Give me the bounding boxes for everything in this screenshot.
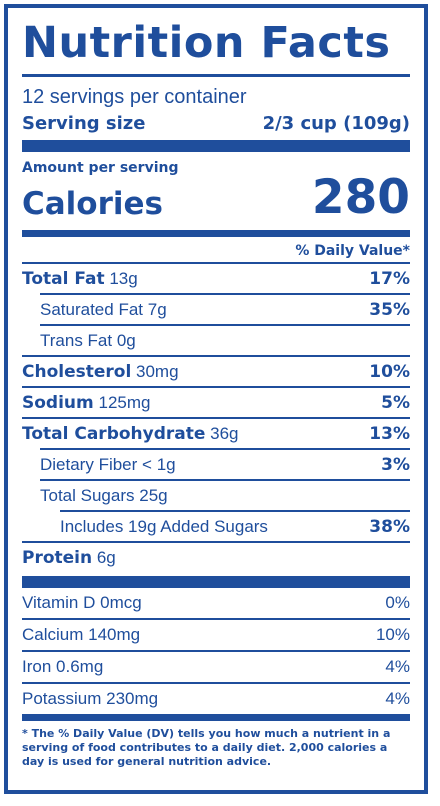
vitamin-row-potassium: Potassium 230mg 4% xyxy=(22,682,410,714)
nutrient-name: Cholesterol xyxy=(22,361,132,382)
nutrient-amount: 36g xyxy=(210,423,239,443)
nutrient-amount: 7g xyxy=(147,299,167,319)
vitamin-amount: 230mg xyxy=(106,689,159,708)
nutrient-dv: 13% xyxy=(369,423,410,444)
vitamin-dv: 10% xyxy=(375,625,410,644)
thick-divider xyxy=(22,576,410,588)
nutrient-row-added-sugars: Includes 19g Added Sugars 38% xyxy=(60,510,410,541)
nutrient-row-total-fat: Total Fat 13g 17% xyxy=(22,262,410,293)
vitamin-row-calcium: Calcium 140mg 10% xyxy=(22,618,410,650)
nutrient-amount: 13g xyxy=(109,268,138,288)
nutrient-amount: 6g xyxy=(96,547,116,567)
nutrient-row-total-sugars: Total Sugars 25g xyxy=(40,479,410,510)
nutrient-name: Total Carbohydrate xyxy=(22,423,206,444)
divider xyxy=(22,74,410,77)
nutrient-row-dietary-fiber: Dietary Fiber < 1g 3% xyxy=(40,448,410,479)
nutrient-amount: 25g xyxy=(139,485,168,505)
nutrient-name: Trans Fat xyxy=(40,330,113,350)
nutrient-name: Total Sugars xyxy=(40,485,135,505)
nutrient-dv: 17% xyxy=(369,268,410,289)
vitamin-name: Vitamin D xyxy=(22,593,96,612)
serving-size-label: Serving size xyxy=(22,113,146,134)
vitamin-name: Calcium xyxy=(22,625,84,644)
vitamin-name: Iron xyxy=(22,657,52,676)
vitamin-row-iron: Iron 0.6mg 4% xyxy=(22,650,410,682)
nutrient-name: Total Fat xyxy=(22,268,105,289)
medium-divider xyxy=(22,714,410,721)
medium-divider xyxy=(22,230,410,237)
amount-per-serving: Amount per serving xyxy=(22,160,179,176)
nutrient-row-trans-fat: Trans Fat 0g xyxy=(40,324,410,355)
vitamin-row-vitamin-d: Vitamin D 0mcg 0% xyxy=(22,588,410,618)
nutrient-amount: 125mg xyxy=(98,392,151,412)
nutrient-name: Dietary Fiber xyxy=(40,454,138,474)
nutrient-name: Protein xyxy=(22,547,93,568)
nutrient-amount: < 1g xyxy=(142,454,176,474)
thick-divider xyxy=(22,140,410,152)
nutrient-dv: 38% xyxy=(369,516,410,537)
vitamin-dv: 4% xyxy=(385,657,410,676)
servings-per-container: 12 servings per container xyxy=(22,86,247,108)
vitamin-name: Potassium xyxy=(22,689,102,708)
nutrient-dv: 3% xyxy=(381,454,410,475)
vitamin-amount: 0mcg xyxy=(100,593,142,612)
nutrient-row-total-carbohydrate: Total Carbohydrate 36g 13% xyxy=(22,417,410,448)
nutrient-dv: 35% xyxy=(369,299,410,320)
nutrient-amount: 0g xyxy=(116,330,136,350)
vitamin-amount: 0.6mg xyxy=(56,657,104,676)
nutrition-label: Nutrition Facts 12 servings per containe… xyxy=(4,4,428,794)
calories-value: 280 xyxy=(311,170,410,225)
nutrient-row-sodium: Sodium 125mg 5% xyxy=(22,386,410,417)
vitamin-dv: 0% xyxy=(385,593,410,612)
nutrient-name: Includes 19g Added Sugars xyxy=(60,516,268,536)
vitamin-dv: 4% xyxy=(385,689,410,708)
nutrient-name: Saturated Fat xyxy=(40,299,144,319)
nutrient-row-protein: Protein 6g xyxy=(22,541,410,572)
calories-label: Calories xyxy=(22,186,163,222)
nutrient-amount: 30mg xyxy=(136,361,179,381)
nutrient-dv: 5% xyxy=(381,392,410,413)
nutrient-name: Sodium xyxy=(22,392,94,413)
serving-size-value: 2/3 cup (109g) xyxy=(262,113,410,134)
nutrient-dv: 10% xyxy=(369,361,410,382)
serving-size-row: Serving size 2/3 cup (109g) xyxy=(22,112,410,136)
calories-row: Calories 280 xyxy=(22,172,410,224)
label-title: Nutrition Facts xyxy=(22,18,391,68)
footnote: * The % Daily Value (DV) tells you how m… xyxy=(22,727,391,768)
vitamin-amount: 140mg xyxy=(88,625,141,644)
nutrient-row-cholesterol: Cholesterol 30mg 10% xyxy=(22,355,410,386)
nutrient-row-saturated-fat: Saturated Fat 7g 35% xyxy=(40,293,410,324)
daily-value-header: % Daily Value* xyxy=(295,243,410,259)
vitamins-section: Vitamin D 0mcg 0% Calcium 140mg 10% Iron… xyxy=(22,588,410,714)
